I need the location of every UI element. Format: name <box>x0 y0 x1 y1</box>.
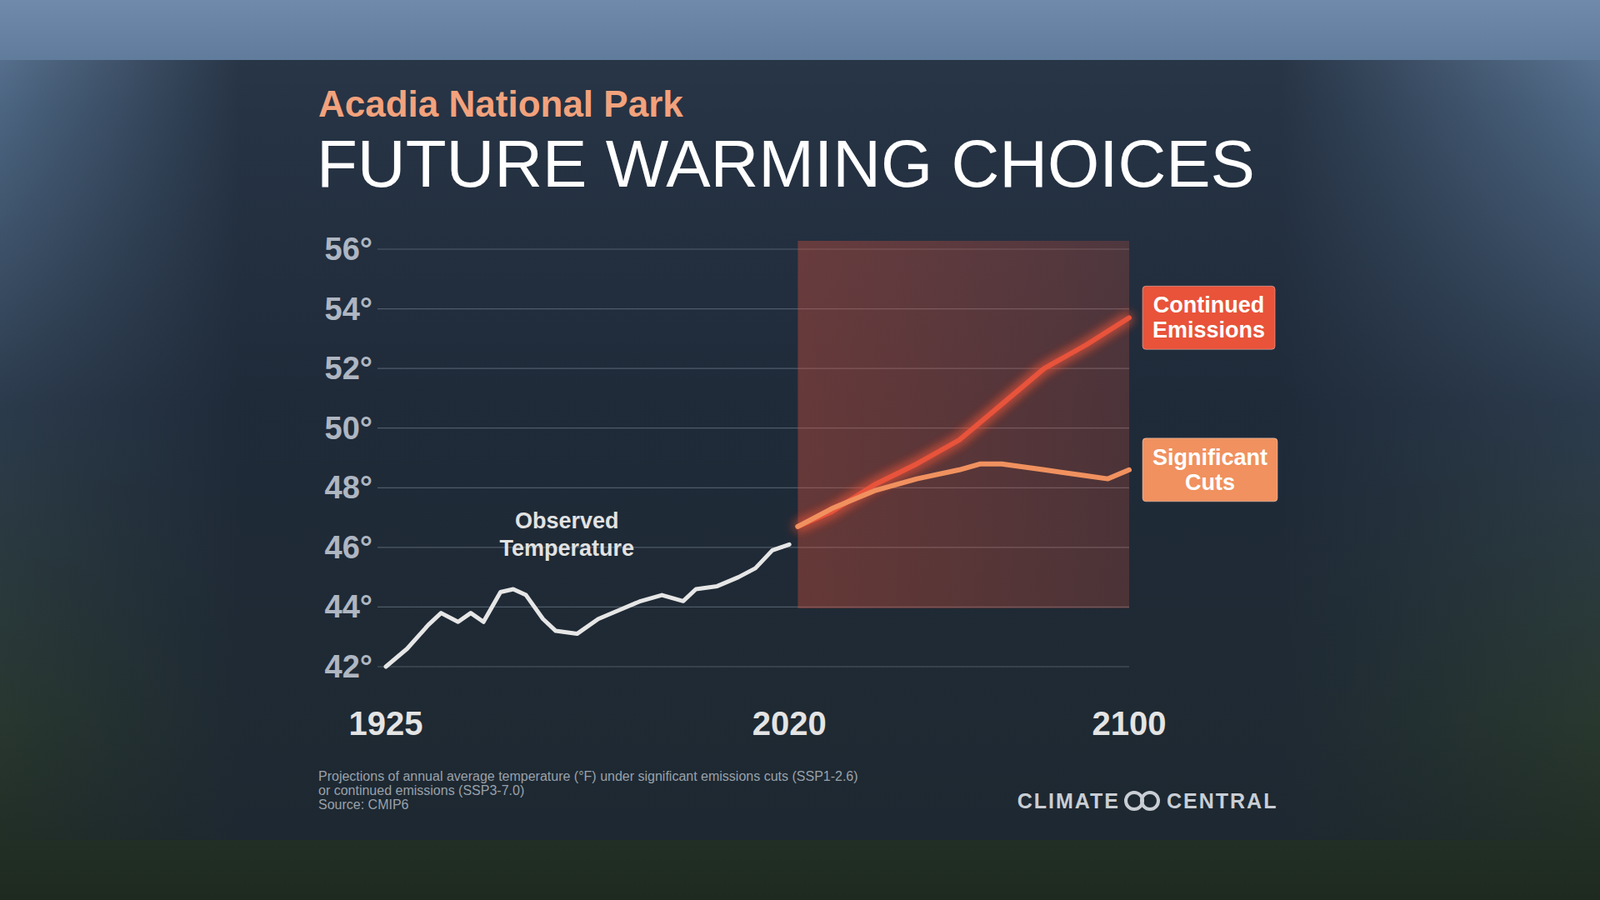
brand-icon <box>1141 792 1159 810</box>
footnote: or continued emissions (SSP3-7.0) <box>318 783 525 798</box>
y-tick-label: 44° <box>325 589 373 625</box>
footnote: Projections of annual average temperatur… <box>318 769 859 784</box>
title: FUTURE WARMING CHOICES <box>316 126 1255 201</box>
projection-shade <box>797 240 1130 609</box>
end-label-text: SignificantCuts <box>1152 445 1268 495</box>
end-label-text: ContinuedEmissions <box>1152 292 1265 343</box>
y-tick-label: 46° <box>325 530 373 565</box>
end-label-box <box>1142 438 1278 502</box>
y-tick-label: 48° <box>325 470 373 505</box>
x-tick-label: 2020 <box>752 705 827 742</box>
series-line <box>797 317 1130 527</box>
series-line <box>797 464 1130 527</box>
panel <box>0 60 1600 840</box>
y-tick-label: 52° <box>325 350 373 386</box>
footnote: Source: CMIP6 <box>318 797 410 812</box>
series-annotation: ObservedTemperature <box>499 508 635 561</box>
y-tick-label: 50° <box>325 410 373 446</box>
series-line <box>385 544 790 667</box>
brand-right: CENTRAL <box>1166 789 1278 813</box>
end-label-box <box>1142 285 1275 350</box>
y-tick-label: 42° <box>325 649 373 685</box>
y-tick-label: 56° <box>325 231 373 267</box>
grid-line <box>377 665 1130 667</box>
end-label: SignificantCuts <box>1142 438 1278 502</box>
x-tick-label: 1925 <box>349 705 424 742</box>
chart-root: Acadia National ParkFUTURE WARMING CHOIC… <box>0 0 1600 900</box>
x-tick-label: 2100 <box>1092 705 1167 742</box>
end-label: ContinuedEmissions <box>1142 285 1275 350</box>
plot-area <box>385 240 1130 667</box>
subtitle: Acadia National Park <box>318 83 684 125</box>
brand-left: CLIMATE <box>1017 789 1120 813</box>
y-tick-label: 54° <box>325 291 373 327</box>
